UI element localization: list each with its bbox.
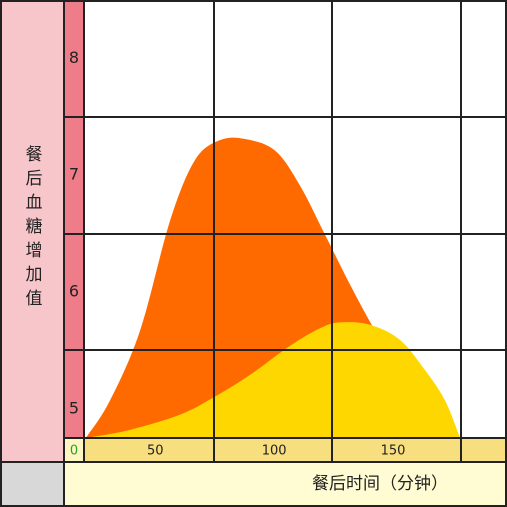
y-tick-panel bbox=[64, 0, 84, 438]
origin-panel bbox=[64, 438, 84, 462]
x-tick-label: 50 bbox=[147, 444, 164, 459]
y-label-panel bbox=[0, 0, 64, 462]
x-tick-label: 150 bbox=[381, 444, 406, 459]
y-tick-label: 5 bbox=[69, 398, 79, 417]
y-tick-label: 7 bbox=[69, 165, 79, 184]
x-axis-label: 餐后时间（分钟） bbox=[312, 474, 448, 494]
x-tick-label: 100 bbox=[262, 444, 287, 459]
corner-panel bbox=[0, 462, 64, 507]
y-tick-label: 6 bbox=[69, 282, 79, 301]
area bbox=[85, 322, 461, 438]
x-label-panel bbox=[64, 462, 507, 507]
origin-label: 0 bbox=[70, 444, 78, 459]
y-axis-label: 餐后血糖增加值 bbox=[26, 145, 43, 309]
x-tick-panel bbox=[64, 438, 507, 462]
y-tick-label: 8 bbox=[69, 48, 79, 67]
